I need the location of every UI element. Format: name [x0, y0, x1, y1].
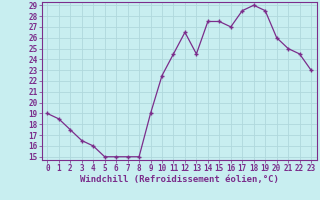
X-axis label: Windchill (Refroidissement éolien,°C): Windchill (Refroidissement éolien,°C) — [80, 175, 279, 184]
